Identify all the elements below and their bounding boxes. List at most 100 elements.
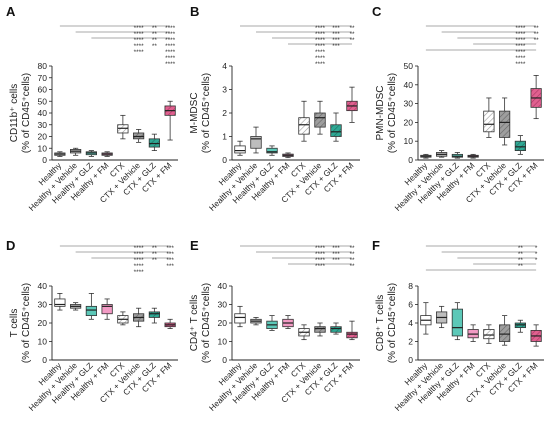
significance-mark: *** (332, 25, 340, 32)
significance-mark: ** (349, 37, 355, 44)
box-7 (330, 124, 342, 137)
significance-mark: * (535, 245, 538, 252)
y-tick-label: 6 (408, 300, 413, 310)
significance-mark: **** (515, 37, 526, 44)
y-tick-label: 2 (222, 108, 227, 118)
significance-mark: **** (315, 49, 326, 56)
significance-mark: *** (332, 257, 340, 264)
box-5 (483, 329, 495, 340)
significance-mark: ** (534, 37, 540, 44)
box-6 (499, 324, 511, 342)
y-tick-label: 60 (38, 85, 48, 95)
significance-mark: **** (134, 263, 145, 270)
significance-mark: **** (165, 49, 176, 56)
significance-mark: ** (152, 43, 158, 50)
panel-label: A (6, 4, 16, 19)
y-tick-label: 10 (218, 337, 228, 347)
y-axis-label: T cells (9, 309, 20, 338)
y-axis-label: CD11b⁺ cells (9, 84, 20, 142)
significance-mark: **** (134, 31, 145, 38)
box-1 (234, 313, 246, 324)
significance-mark: **** (315, 245, 326, 252)
significance-mark: ** (349, 251, 355, 258)
box-3 (266, 147, 278, 154)
box-6 (499, 110, 511, 138)
box-7 (148, 311, 160, 318)
y-axis-label-sub: (% of CD45⁺cells) (387, 283, 398, 363)
y-tick-label: 80 (38, 61, 48, 71)
significance-mark: **** (165, 37, 176, 44)
significance-mark: **** (165, 43, 176, 50)
y-tick-label: 30 (38, 120, 48, 130)
significance-mark: ** (518, 245, 524, 252)
y-axis-label-sub: (% of CD45⁺cells) (201, 73, 212, 153)
box-1 (234, 145, 246, 154)
y-tick-label: 10 (38, 337, 48, 347)
y-tick-label: 20 (404, 117, 414, 127)
y-tick-label: 2 (408, 337, 413, 347)
significance-mark: **** (134, 251, 145, 258)
significance-mark: **** (515, 55, 526, 62)
y-axis-label-sub: (% of CD45⁺cells) (21, 73, 32, 153)
y-tick-label: 70 (38, 73, 48, 83)
significance-mark: **** (134, 269, 145, 276)
panel-label: E (190, 238, 199, 253)
significance-mark: **** (134, 49, 145, 56)
significance-mark: **** (515, 43, 526, 50)
y-tick-label: 20 (218, 318, 228, 328)
y-axis-label-sub: (% of CD45⁺cells) (387, 73, 398, 153)
significance-mark: *** (332, 37, 340, 44)
significance-mark: ** (152, 251, 158, 258)
y-tick-label: 10 (38, 143, 48, 153)
significance-mark: ** (518, 263, 524, 270)
y-tick-label: 4 (222, 61, 227, 71)
significance-mark: *** (166, 251, 174, 258)
significance-mark: * (535, 257, 538, 264)
significance-mark: ** (152, 245, 158, 252)
significance-mark: *** (332, 245, 340, 252)
y-axis-label: CD4⁺ T cells (189, 295, 200, 352)
significance-mark: **** (315, 61, 326, 68)
significance-mark: ** (349, 263, 355, 270)
y-tick-label: 0 (222, 355, 227, 365)
panel-label: C (372, 4, 382, 19)
significance-mark: **** (165, 31, 176, 38)
significance-mark: **** (515, 49, 526, 56)
panel-label: D (6, 238, 15, 253)
significance-mark: ** (534, 31, 540, 38)
y-tick-label: 30 (404, 99, 414, 109)
box-5 (483, 110, 495, 133)
y-tick-label: 8 (408, 281, 413, 291)
box-8 (346, 331, 358, 339)
significance-mark: *** (166, 245, 174, 252)
y-tick-label: 40 (218, 281, 228, 291)
y-tick-label: 30 (218, 300, 228, 310)
significance-mark: **** (134, 43, 145, 50)
significance-mark: ** (152, 25, 158, 32)
y-tick-label: 0 (222, 155, 227, 165)
significance-mark: **** (315, 43, 326, 50)
significance-mark: **** (315, 25, 326, 32)
significance-mark: **** (515, 25, 526, 32)
y-axis-label: PMN-MDSC (375, 86, 386, 141)
y-axis-label-sub: (% of CD45⁺cells) (201, 283, 212, 363)
y-tick-label: 30 (38, 300, 48, 310)
y-tick-label: 3 (222, 85, 227, 95)
significance-mark: **** (315, 37, 326, 44)
significance-mark: **** (515, 61, 526, 68)
significance-mark: **** (165, 61, 176, 68)
y-tick-label: 4 (408, 318, 413, 328)
y-tick-label: 0 (408, 355, 413, 365)
box-7 (514, 140, 526, 151)
y-tick-label: 50 (404, 61, 414, 71)
significance-mark: **** (315, 55, 326, 62)
significance-mark: ** (349, 245, 355, 252)
y-tick-label: 0 (42, 155, 47, 165)
